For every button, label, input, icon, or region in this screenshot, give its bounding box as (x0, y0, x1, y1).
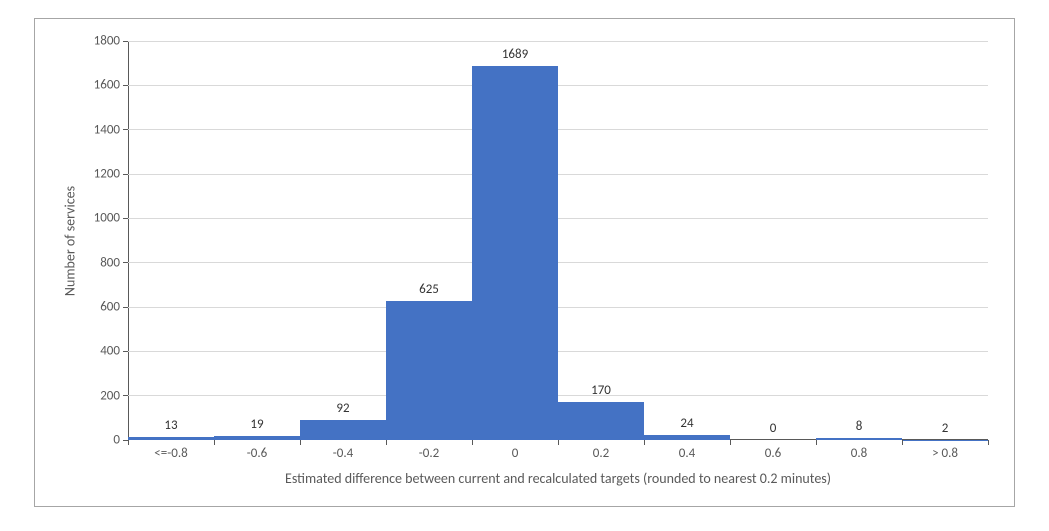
y-tick-label: 1000 (94, 211, 120, 226)
bar (214, 436, 300, 440)
chart-frame: Number of services 020040060080010001200… (34, 18, 1015, 507)
y-tick-mark (123, 307, 128, 308)
bar (300, 420, 386, 440)
bar-value-label: 24 (644, 416, 730, 431)
y-tick-mark (123, 129, 128, 130)
x-tick-label: 0.2 (593, 446, 609, 461)
gridline (128, 129, 988, 130)
bar-value-label: 0 (730, 421, 816, 436)
bar-value-label: 625 (386, 282, 472, 297)
gridline (128, 41, 988, 42)
x-tick-mark (730, 440, 731, 445)
y-tick-label: 1400 (94, 122, 120, 137)
y-tick-label: 600 (100, 300, 120, 315)
x-tick-label: 0 (512, 446, 519, 461)
bar-value-label: 1689 (472, 47, 558, 62)
x-tick-mark (214, 440, 215, 445)
bar-value-label: 8 (816, 419, 902, 434)
y-axis-line (128, 41, 129, 440)
y-tick-label: 1200 (94, 167, 120, 182)
x-tick-mark (644, 440, 645, 445)
bar-value-label: 13 (128, 418, 214, 433)
x-tick-label: > 0.8 (932, 446, 958, 461)
bar-value-label: 19 (214, 417, 300, 432)
y-tick-label: 400 (100, 344, 120, 359)
gridline (128, 307, 988, 308)
y-axis-title: Number of services (62, 185, 79, 295)
y-tick-mark (123, 262, 128, 263)
gridline (128, 351, 988, 352)
chart-inner: Number of services 020040060080010001200… (53, 35, 992, 498)
gridline (128, 85, 988, 86)
gridline (128, 174, 988, 175)
x-tick-mark (300, 440, 301, 445)
y-tick-mark (123, 85, 128, 86)
gridline (128, 262, 988, 263)
x-tick-mark (558, 440, 559, 445)
x-tick-label: 0.4 (679, 446, 695, 461)
bar (816, 438, 902, 440)
x-tick-label: -0.2 (419, 446, 439, 461)
y-tick-label: 1800 (94, 34, 120, 49)
y-tick-mark (123, 174, 128, 175)
bar (386, 301, 472, 440)
bar-value-label: 170 (558, 383, 644, 398)
y-tick-label: 200 (100, 388, 120, 403)
y-tick-mark (123, 41, 128, 42)
x-tick-mark (386, 440, 387, 445)
gridline (128, 218, 988, 219)
y-tick-mark (123, 395, 128, 396)
chart-container: Number of services 020040060080010001200… (0, 0, 1049, 531)
bar (558, 402, 644, 440)
x-tick-mark (472, 440, 473, 445)
bar-value-label: 2 (902, 421, 988, 436)
y-tick-mark (123, 218, 128, 219)
x-tick-mark (816, 440, 817, 445)
plot-area: 02004006008001000120014001600180013<=-0.… (128, 41, 988, 440)
x-tick-label: <=-0.8 (154, 446, 187, 461)
y-tick-mark (123, 351, 128, 352)
y-tick-label: 1600 (94, 78, 120, 93)
bar (128, 437, 214, 440)
x-tick-label: -0.6 (247, 446, 267, 461)
x-tick-mark (988, 440, 989, 445)
bar-value-label: 92 (300, 401, 386, 416)
x-tick-label: 0.8 (851, 446, 867, 461)
x-axis-title: Estimated difference between current and… (285, 470, 831, 487)
x-tick-mark (128, 440, 129, 445)
bar (644, 435, 730, 440)
y-tick-label: 800 (100, 255, 120, 270)
x-tick-mark (902, 440, 903, 445)
y-tick-label: 0 (113, 433, 120, 448)
x-tick-label: -0.4 (333, 446, 353, 461)
bar (472, 66, 558, 440)
x-tick-label: 0.6 (765, 446, 781, 461)
